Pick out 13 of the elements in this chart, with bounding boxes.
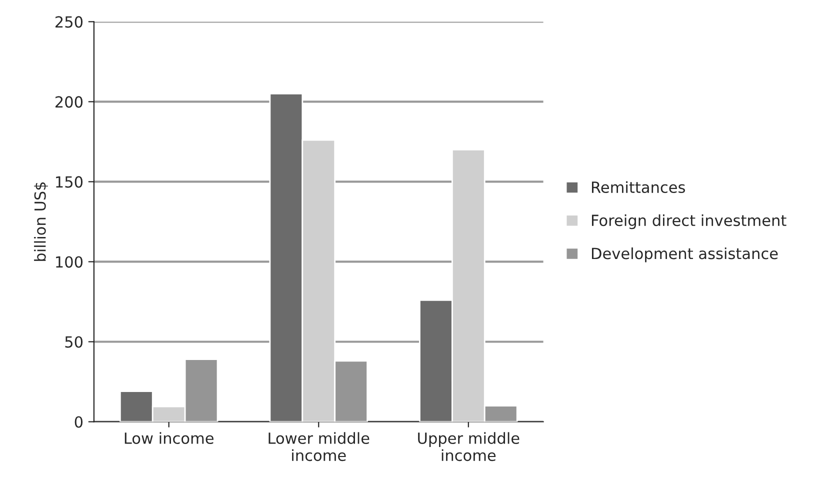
legend-label: Development assistance xyxy=(592,247,778,262)
y-tick-label: 50 xyxy=(65,336,83,348)
legend-label: Foreign direct investment xyxy=(592,214,786,230)
x-tick-label: Low income xyxy=(124,432,214,444)
y-tick-label: 100 xyxy=(56,256,83,268)
y-tick-label: 200 xyxy=(55,96,83,108)
y-tick-label: 150 xyxy=(56,176,83,188)
legend-label: Remittances xyxy=(592,181,685,194)
y-axis-title: billion US$ xyxy=(34,182,48,261)
x-tick-label: Upper middle income xyxy=(418,432,520,462)
x-tick-label: Lower middle income xyxy=(268,432,370,462)
y-tick-label: 250 xyxy=(55,16,83,28)
y-tick-label: 0 xyxy=(74,416,83,428)
